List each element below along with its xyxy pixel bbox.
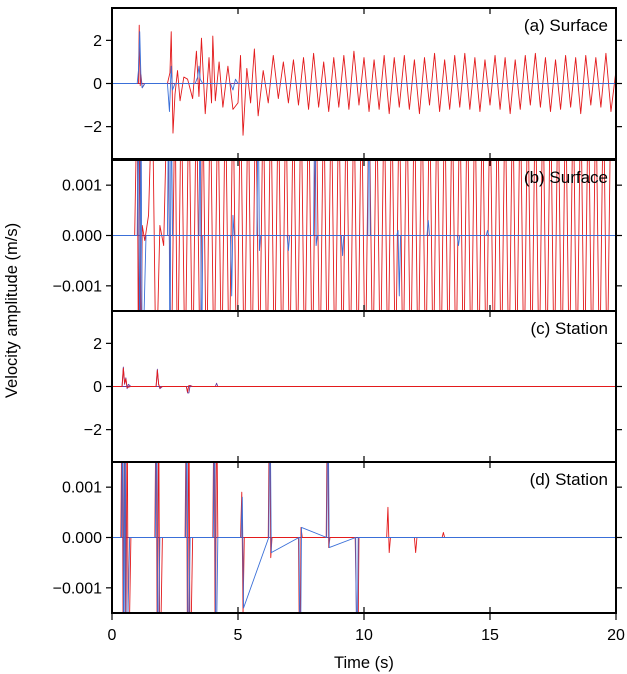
y-tick-label: 0.001 bbox=[62, 480, 102, 497]
x-tick-label: 15 bbox=[481, 627, 499, 644]
x-tick-label: 0 bbox=[108, 627, 117, 644]
series-line-0 bbox=[112, 24, 616, 136]
x-tick-label: 5 bbox=[234, 627, 243, 644]
y-tick-label: 0 bbox=[93, 379, 102, 396]
x-tick-label: 20 bbox=[607, 627, 625, 644]
y-tick-label: −2 bbox=[84, 119, 102, 136]
panel-label: (a) Surface bbox=[524, 16, 608, 35]
y-tick-label: 0.000 bbox=[62, 530, 102, 547]
y-tick-label: −2 bbox=[84, 422, 102, 439]
panel-3: −0.001 0.000 0.001 (d) Station bbox=[53, 461, 622, 614]
y-tick-label: 2 bbox=[93, 336, 102, 353]
x-axis-label: Time (s) bbox=[334, 654, 394, 672]
series-line-0 bbox=[112, 462, 616, 613]
panel-1: −0.001 0.000 0.001 (b) Surface bbox=[53, 159, 622, 312]
series-line-1 bbox=[112, 31, 616, 112]
x-tick-label: 10 bbox=[355, 627, 373, 644]
panel-0: −2 0 2 (a) Surface bbox=[84, 7, 622, 160]
panel-label: (b) Surface bbox=[524, 168, 608, 187]
panel-2: −2 0 2 (c) Station bbox=[84, 310, 622, 463]
y-tick-label: 0 bbox=[93, 76, 102, 93]
y-tick-label: −0.001 bbox=[53, 580, 102, 597]
y-tick-label: −0.001 bbox=[53, 278, 102, 295]
panel-label: (c) Station bbox=[531, 319, 608, 338]
series-line-0 bbox=[112, 366, 616, 394]
series-line-1 bbox=[112, 160, 616, 311]
y-tick-label: 0.000 bbox=[62, 228, 102, 245]
series-line-1 bbox=[112, 367, 616, 393]
series-line-1 bbox=[112, 462, 616, 613]
y-tick-label: 2 bbox=[93, 33, 102, 50]
y-axis-label: Velocity amplitude (m/s) bbox=[3, 223, 21, 398]
y-tick-label: 0.001 bbox=[62, 178, 102, 195]
panel-label: (d) Station bbox=[530, 470, 608, 489]
